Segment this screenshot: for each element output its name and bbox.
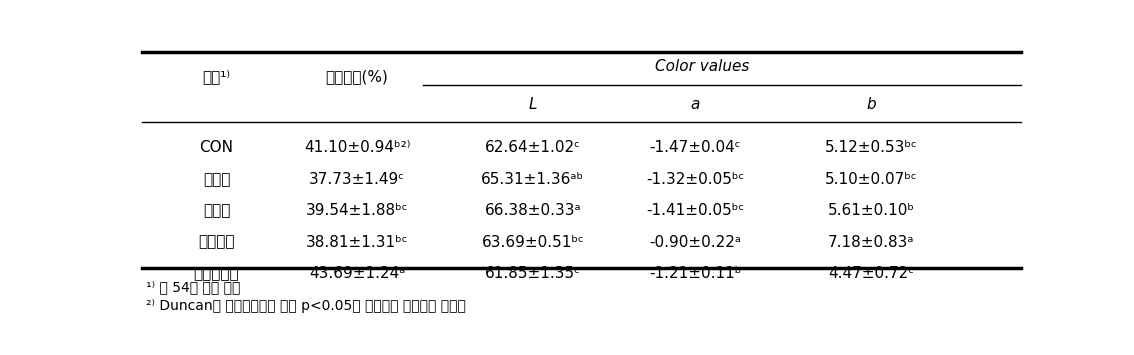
Text: 66.38±0.33ᵃ: 66.38±0.33ᵃ bbox=[484, 203, 581, 218]
Text: a: a bbox=[691, 97, 700, 111]
Text: 37.73±1.49ᶜ: 37.73±1.49ᶜ bbox=[310, 172, 405, 187]
Text: 38.81±1.31ᵇᶜ: 38.81±1.31ᵇᶜ bbox=[306, 235, 408, 250]
Text: 5.61±0.10ᵇ: 5.61±0.10ᵇ bbox=[828, 203, 915, 218]
Text: 43.69±1.24ᵃ: 43.69±1.24ᵃ bbox=[308, 266, 405, 281]
Text: 63.69±0.51ᵇᶜ: 63.69±0.51ᵇᶜ bbox=[482, 235, 584, 250]
Text: -1.32±0.05ᵇᶜ: -1.32±0.05ᵇᶜ bbox=[646, 172, 745, 187]
Text: ¹⁾ 표 54의 약어 참조: ¹⁾ 표 54의 약어 참조 bbox=[146, 280, 240, 294]
Text: 고아미: 고아미 bbox=[203, 203, 230, 218]
Text: 4.47±0.72ᶜ: 4.47±0.72ᶜ bbox=[828, 266, 914, 281]
Text: 62.64±1.02ᶜ: 62.64±1.02ᶜ bbox=[485, 140, 581, 155]
Text: 65.31±1.36ᵃᵇ: 65.31±1.36ᵃᵇ bbox=[481, 172, 584, 187]
Text: 5.10±0.07ᵇᶜ: 5.10±0.07ᵇᶜ bbox=[824, 172, 917, 187]
Text: CON: CON bbox=[200, 140, 234, 155]
Text: 41.10±0.94ᵇ²⁾: 41.10±0.94ᵇ²⁾ bbox=[304, 140, 411, 155]
Text: -1.21±0.11ᵇ: -1.21±0.11ᵇ bbox=[650, 266, 742, 281]
Text: 파쉬미: 파쉬미 bbox=[203, 172, 230, 187]
Text: 발아현미: 발아현미 bbox=[198, 235, 235, 250]
Text: L: L bbox=[528, 97, 538, 111]
Text: 61.85±1.35ᶜ: 61.85±1.35ᶜ bbox=[485, 266, 581, 281]
Text: -1.47±0.04ᶜ: -1.47±0.04ᶜ bbox=[650, 140, 742, 155]
Text: 시료¹⁾: 시료¹⁾ bbox=[202, 69, 230, 84]
Text: Color values: Color values bbox=[654, 59, 750, 74]
Text: ²⁾ Duncan의 다중범위검정 결과 p<0.05의 범위에서 유의차를 나타냄: ²⁾ Duncan의 다중범위검정 결과 p<0.05의 범위에서 유의차를 나… bbox=[146, 299, 466, 313]
Text: 7.18±0.83ᵃ: 7.18±0.83ᵃ bbox=[828, 235, 914, 250]
Text: 수분함량(%): 수분함량(%) bbox=[325, 69, 389, 84]
Text: b: b bbox=[866, 97, 875, 111]
Text: -1.41±0.05ᵇᶜ: -1.41±0.05ᵇᶜ bbox=[646, 203, 744, 218]
Text: 39.54±1.88ᵇᶜ: 39.54±1.88ᵇᶜ bbox=[306, 203, 408, 218]
Text: 5.12±0.53ᵇᶜ: 5.12±0.53ᵇᶜ bbox=[824, 140, 917, 155]
Text: -0.90±0.22ᵃ: -0.90±0.22ᵃ bbox=[650, 235, 742, 250]
Text: 호화쌍가루: 호화쌍가루 bbox=[194, 266, 239, 281]
